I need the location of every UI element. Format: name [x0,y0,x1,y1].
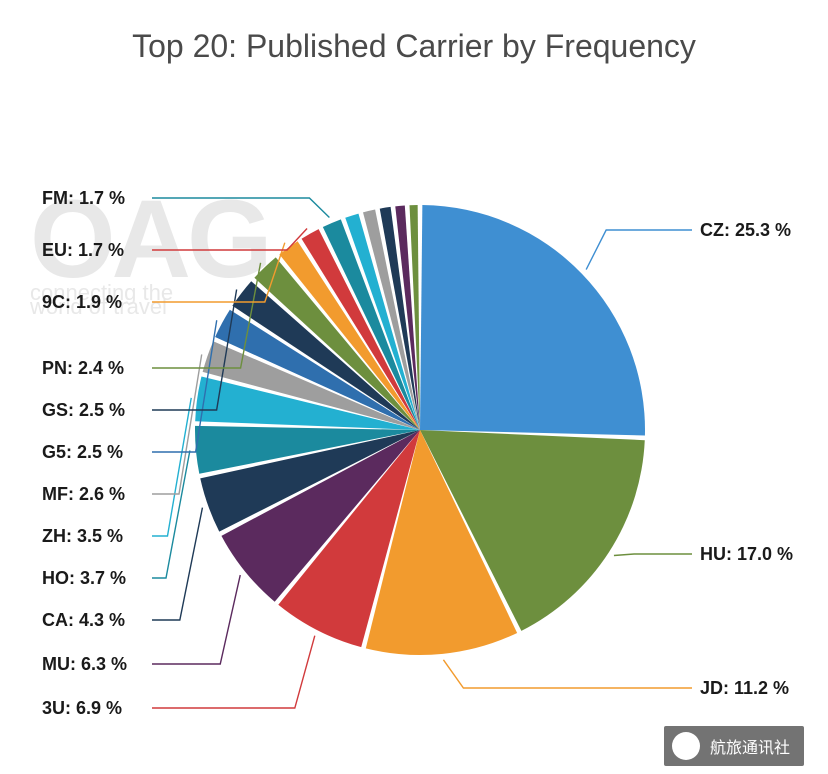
slice-label: CA: 4.3 % [42,610,125,630]
leader-line [152,198,329,218]
slice-label: JD: 11.2 % [700,678,789,698]
slice-label: MF: 2.6 % [42,484,125,504]
pie-chart: CZ: 25.3 % HU: 17.0 % JD: 11.2 % 3U: 6.9 % M… [0,0,828,774]
leader-line [443,660,692,688]
slice-label: HU: 17.0 % [700,544,793,564]
slice-label: ZH: 3.5 % [42,526,123,546]
leader-line [152,263,261,368]
leader-line [586,230,692,270]
leader-line [152,354,202,494]
slice-label: 9C: 1.9 % [42,292,122,312]
slice-label: HO: 3.7 % [42,568,126,588]
slice-label: CZ: 25.3 % [700,220,791,240]
slice-label: G5: 2.5 % [42,442,123,462]
leader-line [152,636,315,708]
leader-line [152,398,191,536]
slice-label: PN: 2.4 % [42,358,124,378]
slice-label: FM: 1.7 % [42,188,125,208]
leader-line [152,508,202,620]
slice-label: EU: 1.7 % [42,240,124,260]
slice-label: MU: 6.3 % [42,654,127,674]
leader-line [614,554,692,556]
pie-slice [420,205,645,435]
slice-label: GS: 2.5 % [42,400,125,420]
slice-label: 3U: 6.9 % [42,698,122,718]
